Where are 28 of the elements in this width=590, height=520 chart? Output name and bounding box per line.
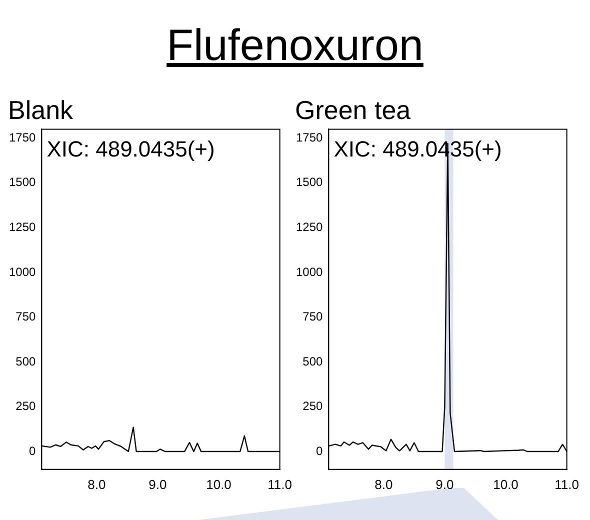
chart-title: Green tea [295, 94, 412, 125]
y-tick-label: 1000 [296, 264, 324, 279]
annotation: XIC: 489.0435(+) [46, 136, 215, 162]
y-tick-label: 1250 [8, 220, 36, 234]
x-tick-label: 9.0 [148, 476, 167, 492]
x-tick-label: 8.0 [374, 476, 393, 492]
y-tick-label: 750 [16, 310, 36, 324]
y-tick-label: 500 [302, 354, 324, 368]
y-tick-label: 250 [302, 399, 324, 414]
x-tick-label: 11.0 [268, 476, 292, 492]
x-tick-label: 10.0 [493, 476, 518, 492]
y-tick-label: 1500 [8, 175, 36, 190]
y-tick-label: 500 [16, 354, 36, 368]
x-tick-label: 8.0 [88, 476, 106, 492]
chart-title: Blank [8, 94, 74, 125]
text: Flufenoxuron [166, 21, 424, 70]
x-tick-label: 10.0 [206, 476, 232, 492]
x-tick-label: 9.0 [436, 476, 454, 492]
y-tick-label: 0 [29, 444, 36, 458]
x-tick-label: 11.0 [554, 476, 580, 492]
y-tick-label: 1250 [296, 220, 324, 234]
y-tick-label: 1750 [8, 130, 36, 144]
y-tick-label: 0 [316, 444, 324, 458]
y-tick-label: 1750 [296, 130, 324, 144]
y-tick-label: 1000 [8, 264, 36, 279]
y-tick-label: 750 [302, 310, 324, 324]
y-tick-label: 1500 [296, 175, 324, 190]
y-tick-label: 250 [16, 399, 36, 414]
